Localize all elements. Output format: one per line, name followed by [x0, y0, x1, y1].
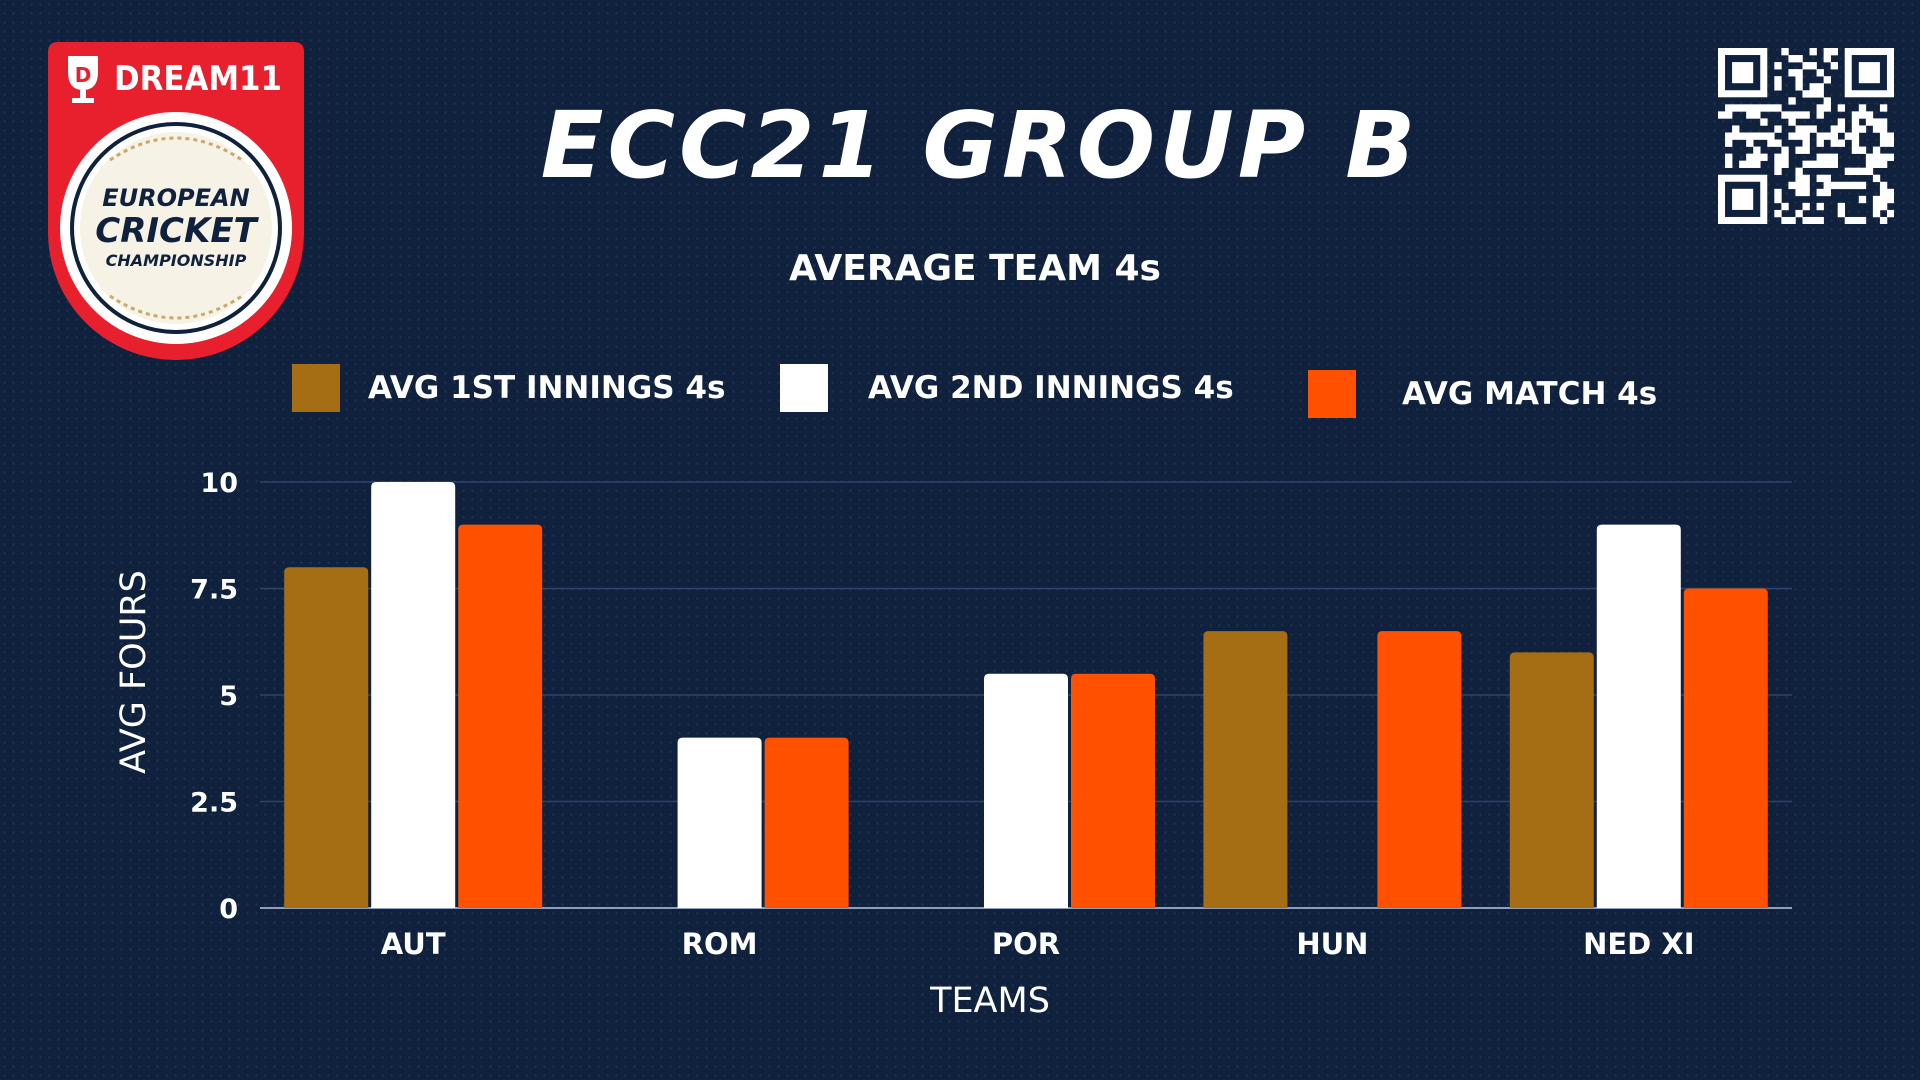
x-tick-label: HUN: [1296, 927, 1368, 961]
qr-code-icon: [1718, 48, 1894, 224]
x-axis-label: TEAMS: [929, 981, 1050, 1021]
legend-label-first-innings: AVG 1ST INNINGS 4s: [368, 370, 726, 406]
legend-item-first-innings: AVG 1ST INNINGS 4s: [292, 362, 725, 414]
bar: [371, 482, 456, 908]
legend-item-second-innings: AVG 2ND INNINGS 4s: [780, 362, 1234, 414]
championship-logo: D DREAM11 EUROPEAN CRICKET CHAMPIONSHIP: [48, 42, 304, 360]
y-axis-label: AVG FOURS: [114, 570, 154, 774]
chart-subtitle: AVERAGE TEAM 4s: [789, 248, 1161, 289]
legend-label-second-innings: AVG 2ND INNINGS 4s: [868, 370, 1234, 406]
logo-line3: CHAMPIONSHIP: [106, 251, 247, 270]
page-title: ECC21 GROUP B: [540, 92, 1420, 199]
legend-swatch-second-innings: [780, 364, 828, 412]
bar: [677, 737, 762, 908]
legend-label-match: AVG MATCH 4s: [1402, 376, 1658, 412]
y-tick-label: 0: [219, 894, 238, 925]
dream11-icon: D: [68, 56, 98, 103]
bar: [764, 737, 849, 908]
x-tick-label: AUT: [381, 927, 446, 961]
bar: [284, 567, 369, 908]
legend-item-match: AVG MATCH 4s: [1308, 368, 1657, 420]
y-tick-label: 7.5: [190, 575, 238, 606]
svg-text:D: D: [75, 63, 92, 87]
legend-swatch-first-innings: [292, 364, 340, 412]
logo-brand-text: DREAM11: [114, 59, 282, 99]
legend-swatch-match: [1308, 370, 1356, 418]
bar: [1683, 588, 1768, 908]
bar: [458, 524, 543, 908]
y-tick-label: 5: [219, 681, 238, 712]
x-tick-label: NED XI: [1583, 927, 1694, 961]
logo-line1: EUROPEAN: [102, 184, 249, 212]
bar: [984, 673, 1068, 908]
x-tick-label: ROM: [682, 927, 758, 961]
bar: [1377, 631, 1462, 908]
logo-line2: CRICKET: [95, 211, 259, 251]
x-tick-label: POR: [992, 927, 1060, 961]
y-tick-label: 2.5: [190, 788, 238, 819]
bar: [1596, 524, 1681, 908]
bar: [1071, 673, 1155, 908]
y-tick-label: 10: [200, 468, 238, 499]
bar: [1509, 652, 1594, 908]
bar: [1203, 631, 1288, 908]
